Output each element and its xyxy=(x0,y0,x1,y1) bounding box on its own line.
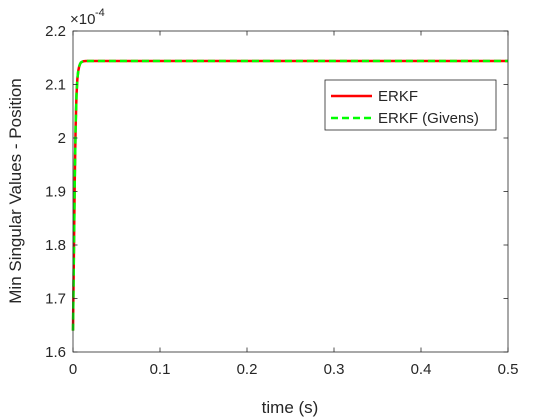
x-tick-label: 0.4 xyxy=(411,361,432,378)
x-tick-label: 0.5 xyxy=(498,361,519,378)
x-tick-label: 0.3 xyxy=(324,361,345,378)
y-tick-label: 1.8 xyxy=(45,237,66,254)
series-layer xyxy=(71,59,508,331)
y-tick-label: 2.2 xyxy=(45,23,66,40)
y-tick-label: 2 xyxy=(58,130,66,147)
series-line-erkf-givens xyxy=(71,59,508,331)
y-exponent-power: -4 xyxy=(95,7,105,19)
y-tick-label: 1.7 xyxy=(45,291,66,308)
legend-label-erkf: ERKF xyxy=(378,88,418,105)
tick-layer: 0 0.1 0.2 0.3 0.4 0.5 1.6 1.7 1.8 1.9 2 2.1 2.2 xyxy=(45,23,518,378)
legend-label-erkf-givens: ERKF (Givens) xyxy=(378,110,479,127)
legend-box xyxy=(324,79,497,131)
y-tick-label: 1.9 xyxy=(45,184,66,201)
x-tick-label: 0 xyxy=(69,361,77,378)
x-tick-label: 0.2 xyxy=(237,361,258,378)
legend: ERKF ERKF (Givens) xyxy=(324,79,497,131)
x-axis-label: time (s) xyxy=(262,398,319,417)
y-axis-label: Min Singular Values - Position xyxy=(6,78,25,304)
y-tick-label: 1.6 xyxy=(45,344,66,361)
plot-area xyxy=(73,31,508,352)
y-tick-label: 2.1 xyxy=(45,77,66,94)
y-exponent-base: ×10 xyxy=(70,11,95,28)
x-tick-label: 0.1 xyxy=(150,361,171,378)
